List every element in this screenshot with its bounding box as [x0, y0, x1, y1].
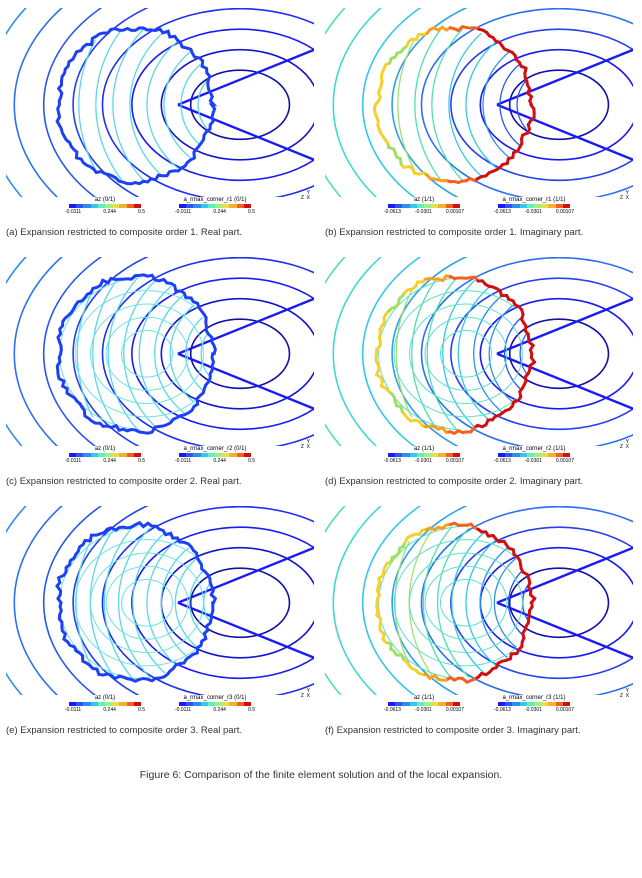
plot-c: az (0/1)-0.01110.2440.5a_rmax_corner_r2 …	[6, 257, 314, 472]
plot-b: az (1/1)-0.0613-0.03010.00107a_rmax_corn…	[325, 8, 633, 223]
plot-e: az (0/1)-0.01110.2440.5a_rmax_corner_r3 …	[6, 506, 314, 721]
caption-b: (b) Expansion restricted to composite or…	[325, 227, 633, 253]
axis-triad-icon: Y Z X	[620, 191, 629, 201]
caption-e: (e) Expansion restricted to composite or…	[6, 725, 314, 751]
panel-c: az (0/1)-0.01110.2440.5a_rmax_corner_r2 …	[6, 257, 314, 502]
panel-a: az (0/1)-0.01110.2440.5a_rmax_corner_r1 …	[6, 8, 314, 253]
caption-f: (f) Expansion restricted to composite or…	[325, 725, 633, 751]
panel-e: az (0/1)-0.01110.2440.5a_rmax_corner_r3 …	[6, 506, 314, 751]
axis-triad-icon: Y Z X	[620, 440, 629, 450]
axis-triad-icon: Y Z X	[620, 689, 629, 699]
panel-f: az (1/1)-0.0613-0.03010.00107a_rmax_corn…	[325, 506, 633, 751]
panel-d: az (1/1)-0.0613-0.03010.00107a_rmax_corn…	[325, 257, 633, 502]
plot-d: az (1/1)-0.0613-0.03010.00107a_rmax_corn…	[325, 257, 633, 472]
figure-grid: az (0/1)-0.01110.2440.5a_rmax_corner_r1 …	[6, 8, 636, 751]
axis-triad-icon: Y Z X	[301, 689, 310, 699]
caption-d: (d) Expansion restricted to composite or…	[325, 476, 633, 502]
plot-f: az (1/1)-0.0613-0.03010.00107a_rmax_corn…	[325, 506, 633, 721]
axis-triad-icon: Y Z X	[301, 440, 310, 450]
caption-c: (c) Expansion restricted to composite or…	[6, 476, 314, 502]
axis-triad-icon: Y Z X	[301, 191, 310, 201]
figure-caption: Figure 6: Comparison of the finite eleme…	[6, 769, 636, 781]
panel-b: az (1/1)-0.0613-0.03010.00107a_rmax_corn…	[325, 8, 633, 253]
caption-a: (a) Expansion restricted to composite or…	[6, 227, 314, 253]
plot-a: az (0/1)-0.01110.2440.5a_rmax_corner_r1 …	[6, 8, 314, 223]
